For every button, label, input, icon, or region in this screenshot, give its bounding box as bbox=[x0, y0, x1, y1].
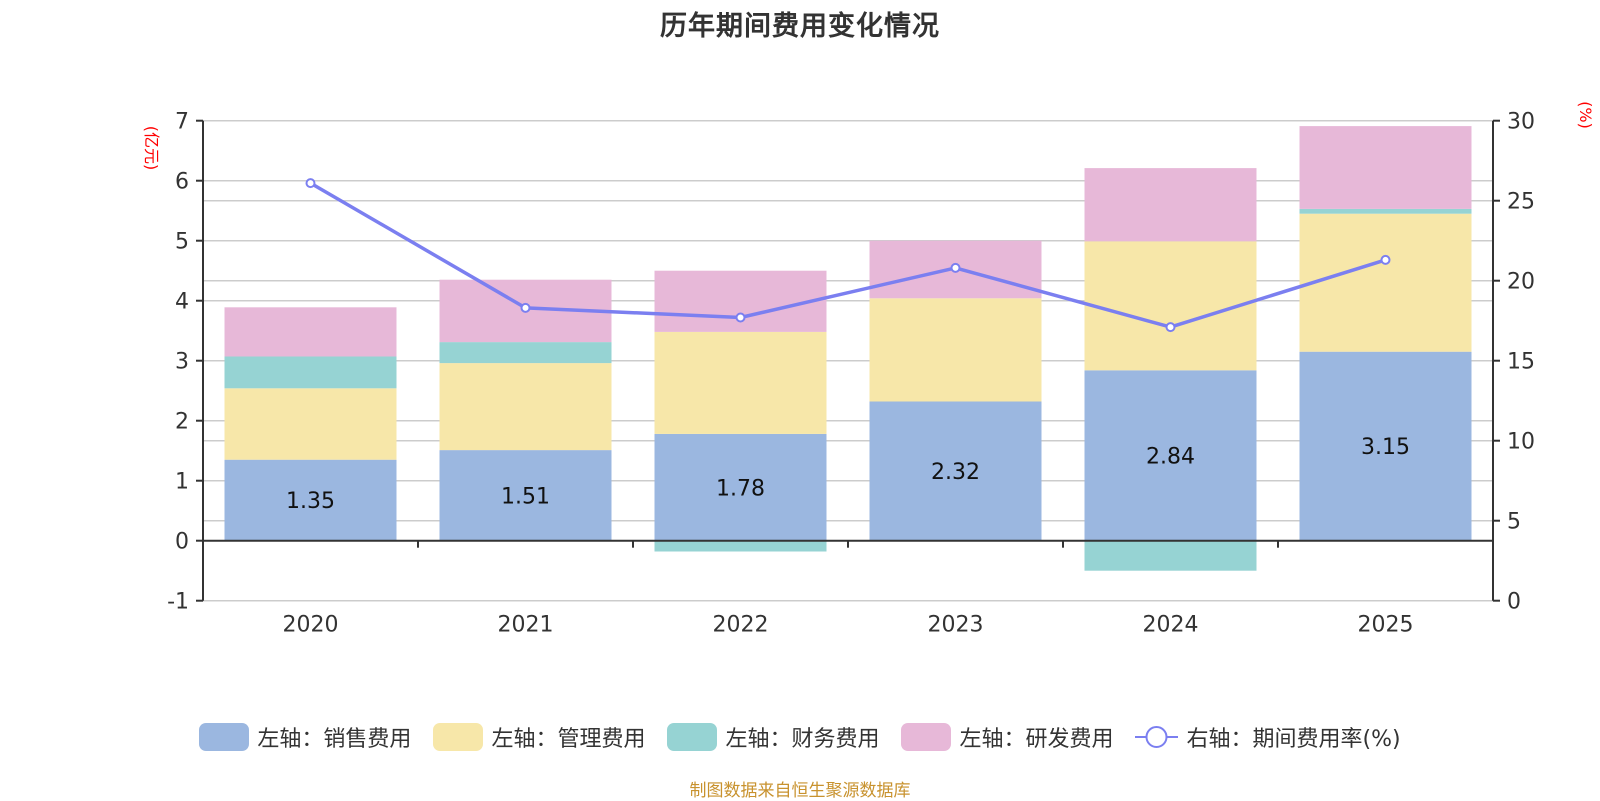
bar-segment bbox=[1299, 213, 1472, 352]
bar-value-label: 1.78 bbox=[716, 476, 765, 501]
legend-swatch-admin bbox=[433, 723, 484, 751]
expense-rate-line-path bbox=[309, 181, 1387, 329]
left-axis-unit: (亿元) bbox=[142, 126, 161, 171]
legend-swatch-rnd bbox=[901, 723, 952, 751]
bar-segment bbox=[224, 459, 397, 541]
chart-title: 历年期间费用变化情况 bbox=[660, 11, 940, 42]
right-axis-tick-label: 15 bbox=[1507, 350, 1535, 375]
bar-segment bbox=[1084, 168, 1257, 242]
x-axis-tick-label: 2022 bbox=[713, 613, 769, 638]
legend: 左轴：销售费用 左轴：管理费用 左轴：财务费用 左轴：研发费用 右轴：期间费用率… bbox=[0, 717, 1600, 757]
bar-segment bbox=[869, 298, 1042, 402]
bar-segment bbox=[439, 450, 612, 541]
grid-lines bbox=[203, 119, 1493, 602]
expense-rate-point bbox=[1380, 254, 1391, 265]
expense-rate-point bbox=[735, 312, 746, 323]
bar-segment bbox=[224, 356, 397, 389]
x-axis-tick-label: 2020 bbox=[283, 613, 339, 638]
expense-rate-point bbox=[1165, 322, 1176, 333]
left-axis-tick-label: 4 bbox=[175, 290, 189, 315]
legend-label-expense-rate: 右轴：期间费用率(%) bbox=[1186, 727, 1401, 752]
x-axis-tick-label: 2025 bbox=[1358, 613, 1414, 638]
bar-segment bbox=[1299, 208, 1472, 214]
legend-swatch-sales bbox=[199, 723, 250, 751]
bar-value-label: 3.15 bbox=[1361, 435, 1410, 460]
legend-line-marker-icon bbox=[1135, 723, 1179, 751]
bar-segment bbox=[439, 342, 612, 364]
right-axis-tick-label: 30 bbox=[1507, 110, 1535, 135]
right-axis-tick-label: 20 bbox=[1507, 270, 1535, 295]
legend-label-sales: 左轴：销售费用 bbox=[257, 727, 412, 752]
data-labels: 1.35 1.51 1.78 2.32 2.84 3.15 bbox=[286, 435, 1410, 514]
legend-label-rnd: 左轴：研发费用 bbox=[959, 727, 1114, 752]
legend-item-finance[interactable]: 左轴：财务费用 bbox=[667, 721, 879, 753]
left-axis-tick-label: 7 bbox=[175, 110, 189, 135]
x-axis-tick-label: 2024 bbox=[1143, 613, 1199, 638]
bar-segment bbox=[654, 270, 827, 332]
right-axis-unit: (%) bbox=[1576, 101, 1595, 129]
bar-segment bbox=[654, 540, 827, 552]
bars bbox=[224, 126, 1472, 571]
left-axis-tick-label: 2 bbox=[175, 410, 189, 435]
bar-segment bbox=[1299, 126, 1472, 209]
bar-segment bbox=[1084, 241, 1257, 371]
legend-item-admin[interactable]: 左轴：管理费用 bbox=[433, 721, 645, 753]
left-axis-tick-label: 0 bbox=[175, 530, 189, 555]
legend-item-rnd[interactable]: 左轴：研发费用 bbox=[901, 721, 1113, 753]
bar-segment bbox=[654, 331, 827, 434]
bar-segment bbox=[869, 401, 1042, 541]
left-axis-tick-label: -1 bbox=[167, 590, 189, 615]
legend-label-admin: 左轴：管理费用 bbox=[491, 727, 646, 752]
x-axis-tick-label: 2023 bbox=[928, 613, 984, 638]
left-axis-tick-label: 6 bbox=[175, 170, 189, 195]
left-axis-tick-label: 1 bbox=[175, 470, 189, 495]
bar-segment bbox=[224, 307, 397, 357]
left-axis-tick-label: 3 bbox=[175, 350, 189, 375]
data-source-footer: 制图数据来自恒生聚源数据库 bbox=[689, 781, 911, 801]
bar-segment bbox=[1084, 540, 1257, 571]
bar-value-label: 2.32 bbox=[931, 460, 980, 485]
expense-rate-point bbox=[950, 262, 961, 273]
right-axis-tick-label: 0 bbox=[1507, 590, 1521, 615]
bar-value-label: 1.51 bbox=[501, 484, 550, 509]
x-axis-tick-label: 2021 bbox=[498, 613, 554, 638]
right-axis-tick-label: 10 bbox=[1507, 430, 1535, 455]
expense-rate-line bbox=[305, 178, 1391, 333]
legend-item-sales[interactable]: 左轴：销售费用 bbox=[199, 721, 411, 753]
bar-segment bbox=[1299, 351, 1472, 541]
expense-rate-point bbox=[305, 178, 316, 189]
right-axis-tick-label: 5 bbox=[1507, 510, 1521, 535]
bar-segment bbox=[224, 388, 397, 460]
legend-label-finance: 左轴：财务费用 bbox=[725, 727, 880, 752]
bar-segment bbox=[1084, 370, 1257, 541]
bar-value-label: 2.84 bbox=[1146, 445, 1195, 470]
legend-item-expense-rate[interactable]: 右轴：期间费用率(%) bbox=[1135, 721, 1401, 753]
right-axis-tick-label: 25 bbox=[1507, 190, 1535, 215]
legend-swatch-finance bbox=[667, 723, 718, 751]
left-axis-tick-label: 5 bbox=[175, 230, 189, 255]
bar-segment bbox=[439, 363, 612, 451]
bar-value-label: 1.35 bbox=[286, 489, 335, 514]
expense-rate-point bbox=[520, 302, 531, 313]
bar-segment bbox=[654, 433, 827, 541]
